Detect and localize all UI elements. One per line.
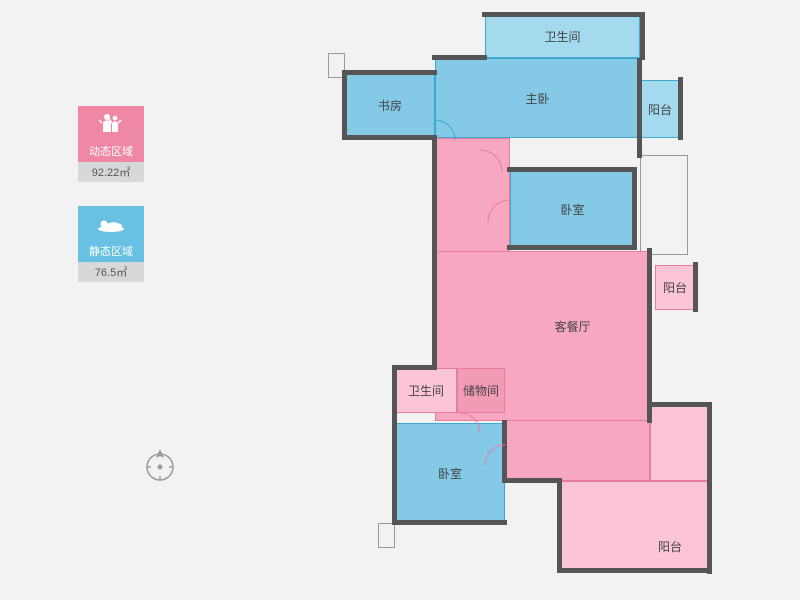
sleep-icon: [78, 206, 144, 240]
room-label: 阳台: [648, 101, 672, 118]
wall: [693, 262, 698, 312]
wall: [342, 135, 437, 140]
room-label: 卧室: [438, 465, 462, 482]
wall: [342, 70, 347, 140]
legend-static: 静态区域 76.5㎡: [78, 206, 144, 282]
wall: [392, 365, 397, 525]
wall: [342, 70, 437, 75]
room-study: 书房: [345, 73, 435, 138]
room-label: 客餐厅: [554, 318, 590, 335]
legend-static-value: 76.5㎡: [78, 262, 144, 282]
wall: [392, 520, 507, 525]
legend-static-label: 静态区域: [78, 240, 144, 262]
wall: [640, 12, 645, 60]
wall: [678, 77, 683, 140]
room-label: 阳台: [663, 279, 687, 296]
wall: [432, 55, 487, 60]
wall: [557, 568, 712, 573]
wall: [637, 58, 642, 158]
wall: [392, 365, 437, 370]
wall: [502, 478, 562, 483]
legend: 动态区域 92.22㎡ 静态区域 76.5㎡: [78, 106, 144, 306]
room-balcony-top: 阳台: [640, 80, 680, 138]
compass-icon: [140, 445, 180, 490]
room-label: 书房: [378, 97, 402, 114]
room-master-bedroom: 主卧: [435, 58, 640, 138]
legend-dynamic-value: 92.22㎡: [78, 162, 144, 182]
wall: [502, 420, 507, 483]
room-bathroom-top: 卫生间: [485, 15, 640, 58]
room-balcony-bottom-side: [650, 405, 710, 481]
room-bedroom-bottom: 卧室: [395, 423, 505, 523]
outline-bottom-left: [378, 523, 395, 548]
floorplan: 卫生间 主卧 书房 阳台 卧室 客餐厅 阳台 卫生间 储物间 卧室 阳台: [330, 15, 730, 590]
wall: [632, 167, 637, 250]
wall: [507, 245, 635, 250]
room-bedroom-mid: 卧室: [510, 170, 635, 248]
wall: [482, 12, 644, 17]
room-storage: 储物间: [457, 368, 505, 413]
wall: [707, 402, 712, 574]
legend-dynamic: 动态区域 92.22㎡: [78, 106, 144, 182]
room-living-bottom: [505, 421, 650, 481]
wall: [432, 135, 437, 370]
wall: [647, 402, 710, 407]
people-icon: [78, 106, 144, 140]
wall: [647, 248, 652, 423]
room-corridor: [435, 138, 510, 251]
room-label: 主卧: [525, 90, 549, 107]
room-label: 卧室: [560, 201, 584, 218]
room-label: 卫生间: [408, 382, 444, 399]
room-balcony-right-small: 阳台: [655, 265, 695, 310]
room-balcony-bottom: 阳台: [560, 481, 710, 571]
legend-dynamic-label: 动态区域: [78, 140, 144, 162]
room-bathroom-mid: 卫生间: [395, 368, 457, 413]
room-label: 卫生间: [544, 28, 580, 45]
room-label: 储物间: [463, 382, 499, 399]
wall: [507, 167, 635, 172]
wall: [557, 478, 562, 571]
room-label: 阳台: [658, 538, 682, 555]
outline-right-gap: [640, 155, 688, 255]
